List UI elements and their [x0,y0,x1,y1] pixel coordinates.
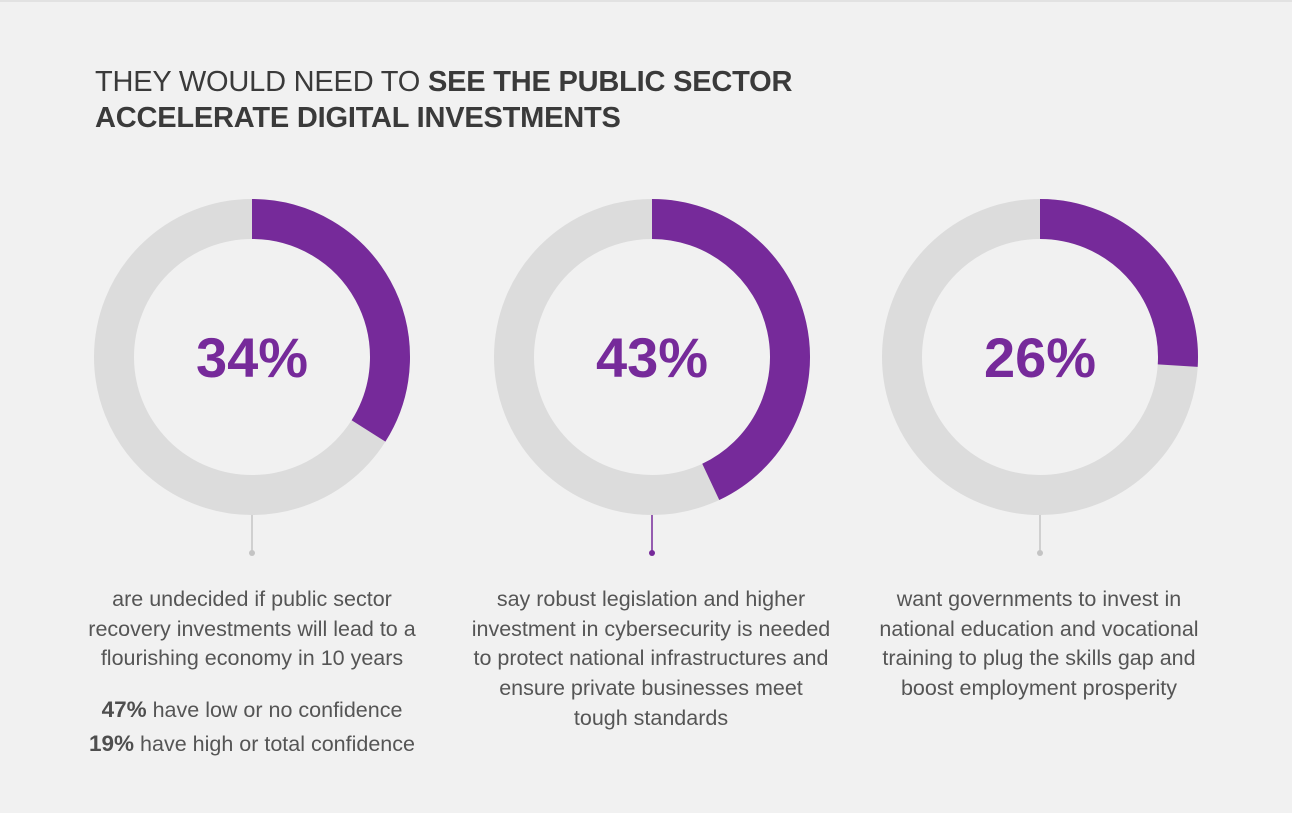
stat-high-value: 19% [89,731,135,757]
donut-chart-2: 43% [494,199,810,556]
stat-low-text: have low or no confidence [146,698,403,723]
percent-label: 34% [196,326,308,389]
headline: THEY WOULD NEED TO SEE THE PUBLIC SECTOR… [95,64,855,136]
stat-high-text: have high or total confidence [134,732,415,757]
donut-chart-1: 34% [94,199,410,556]
donut-value-arc [251,199,410,442]
caption-1-stats: 47% have low or no confidence 19% have h… [72,693,432,761]
donut-charts: 34% 43% 26% [94,199,1198,556]
caption-1-text: are undecided if public sector recovery … [88,587,416,671]
headline-bold: SEE THE PUBLIC SECTOR ACCELERATE DIGITAL… [95,66,793,134]
donut-value-arc [1039,199,1198,367]
stat-low-confidence: 47% have low or no confidence [72,693,432,727]
stat-high-confidence: 19% have high or total confidence [72,727,432,761]
percent-label: 43% [596,326,708,389]
caption-3-text: want governments to invest in national e… [879,587,1199,701]
caption-3: want governments to invest in national e… [859,585,1219,704]
caption-2-text: say robust legislation and higher invest… [471,587,831,730]
donut-value-arc [651,199,810,500]
donut-chart-3: 26% [882,199,1198,556]
top-divider [0,0,1292,2]
connector-dot [649,550,655,556]
connector-dot [1037,550,1043,556]
stat-low-value: 47% [101,697,147,723]
percent-label: 26% [984,326,1096,389]
caption-2: say robust legislation and higher invest… [471,585,831,734]
caption-1: are undecided if public sector recovery … [72,585,432,761]
connector-dot [249,550,255,556]
headline-light: THEY WOULD NEED TO [95,66,428,98]
